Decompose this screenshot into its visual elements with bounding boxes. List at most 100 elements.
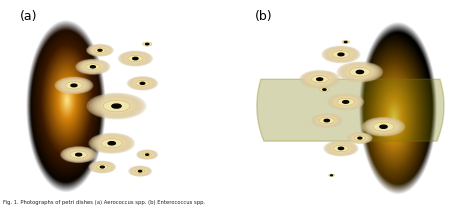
Ellipse shape (317, 78, 323, 81)
Ellipse shape (127, 55, 144, 62)
Ellipse shape (359, 71, 361, 73)
Ellipse shape (343, 101, 349, 103)
Ellipse shape (100, 138, 123, 148)
Ellipse shape (340, 99, 352, 105)
Ellipse shape (95, 136, 128, 150)
Ellipse shape (333, 145, 348, 152)
Ellipse shape (92, 47, 107, 53)
Ellipse shape (138, 151, 156, 158)
Ellipse shape (137, 150, 157, 159)
Ellipse shape (337, 53, 345, 56)
Ellipse shape (308, 74, 332, 84)
Ellipse shape (319, 117, 334, 124)
Ellipse shape (328, 49, 354, 60)
Ellipse shape (379, 125, 388, 129)
Ellipse shape (327, 142, 355, 155)
Ellipse shape (348, 67, 371, 77)
Ellipse shape (342, 100, 350, 104)
Ellipse shape (89, 161, 116, 173)
Ellipse shape (352, 69, 367, 75)
Ellipse shape (99, 50, 100, 51)
Ellipse shape (369, 120, 398, 133)
Ellipse shape (100, 166, 104, 168)
Ellipse shape (139, 151, 155, 158)
Ellipse shape (93, 163, 111, 171)
Ellipse shape (374, 123, 393, 131)
Ellipse shape (100, 166, 104, 168)
Ellipse shape (330, 95, 362, 109)
Ellipse shape (134, 168, 146, 174)
Ellipse shape (350, 134, 369, 142)
Ellipse shape (89, 65, 97, 68)
Ellipse shape (118, 51, 153, 66)
Ellipse shape (323, 89, 326, 90)
Ellipse shape (357, 137, 363, 139)
Ellipse shape (131, 57, 140, 61)
Ellipse shape (372, 121, 395, 132)
Ellipse shape (95, 48, 105, 53)
Ellipse shape (65, 82, 82, 89)
Ellipse shape (90, 162, 115, 172)
Ellipse shape (109, 142, 114, 144)
Ellipse shape (140, 151, 155, 158)
Ellipse shape (328, 48, 355, 60)
Ellipse shape (130, 167, 150, 176)
Ellipse shape (136, 169, 145, 173)
Ellipse shape (128, 55, 143, 62)
Ellipse shape (138, 170, 142, 172)
Ellipse shape (91, 46, 109, 54)
Ellipse shape (371, 121, 397, 132)
Ellipse shape (325, 47, 357, 61)
Ellipse shape (115, 105, 118, 107)
Ellipse shape (137, 81, 148, 86)
Ellipse shape (138, 170, 142, 172)
Ellipse shape (351, 68, 369, 76)
Ellipse shape (347, 67, 373, 78)
Ellipse shape (347, 133, 372, 144)
Ellipse shape (136, 169, 145, 173)
Ellipse shape (349, 67, 370, 77)
Ellipse shape (321, 118, 333, 123)
Ellipse shape (354, 135, 366, 141)
Ellipse shape (339, 53, 343, 55)
Ellipse shape (144, 153, 150, 156)
Ellipse shape (110, 143, 113, 144)
Ellipse shape (129, 166, 152, 176)
Ellipse shape (97, 98, 136, 115)
Ellipse shape (336, 146, 346, 150)
Ellipse shape (318, 116, 336, 125)
Ellipse shape (122, 53, 149, 64)
Ellipse shape (73, 85, 75, 86)
Ellipse shape (326, 142, 356, 155)
Ellipse shape (91, 134, 133, 153)
Ellipse shape (109, 103, 125, 110)
Ellipse shape (132, 79, 154, 88)
Ellipse shape (342, 40, 349, 44)
Ellipse shape (97, 165, 108, 169)
Ellipse shape (88, 45, 112, 55)
Ellipse shape (124, 54, 147, 63)
Ellipse shape (82, 62, 104, 72)
Ellipse shape (97, 137, 127, 150)
Ellipse shape (329, 49, 353, 59)
Ellipse shape (93, 135, 131, 151)
Ellipse shape (120, 52, 151, 65)
Ellipse shape (125, 54, 146, 63)
Ellipse shape (141, 152, 153, 157)
Ellipse shape (337, 147, 345, 150)
Ellipse shape (136, 80, 149, 86)
Text: (a): (a) (19, 10, 37, 23)
Ellipse shape (316, 116, 337, 125)
Ellipse shape (71, 84, 77, 87)
Ellipse shape (340, 54, 342, 55)
Ellipse shape (67, 82, 82, 89)
Ellipse shape (138, 151, 156, 159)
Ellipse shape (129, 166, 151, 176)
Ellipse shape (86, 64, 100, 70)
Ellipse shape (312, 76, 328, 83)
Ellipse shape (68, 150, 90, 159)
Ellipse shape (133, 57, 138, 60)
Ellipse shape (331, 95, 361, 109)
Ellipse shape (64, 81, 83, 89)
Ellipse shape (341, 100, 351, 104)
